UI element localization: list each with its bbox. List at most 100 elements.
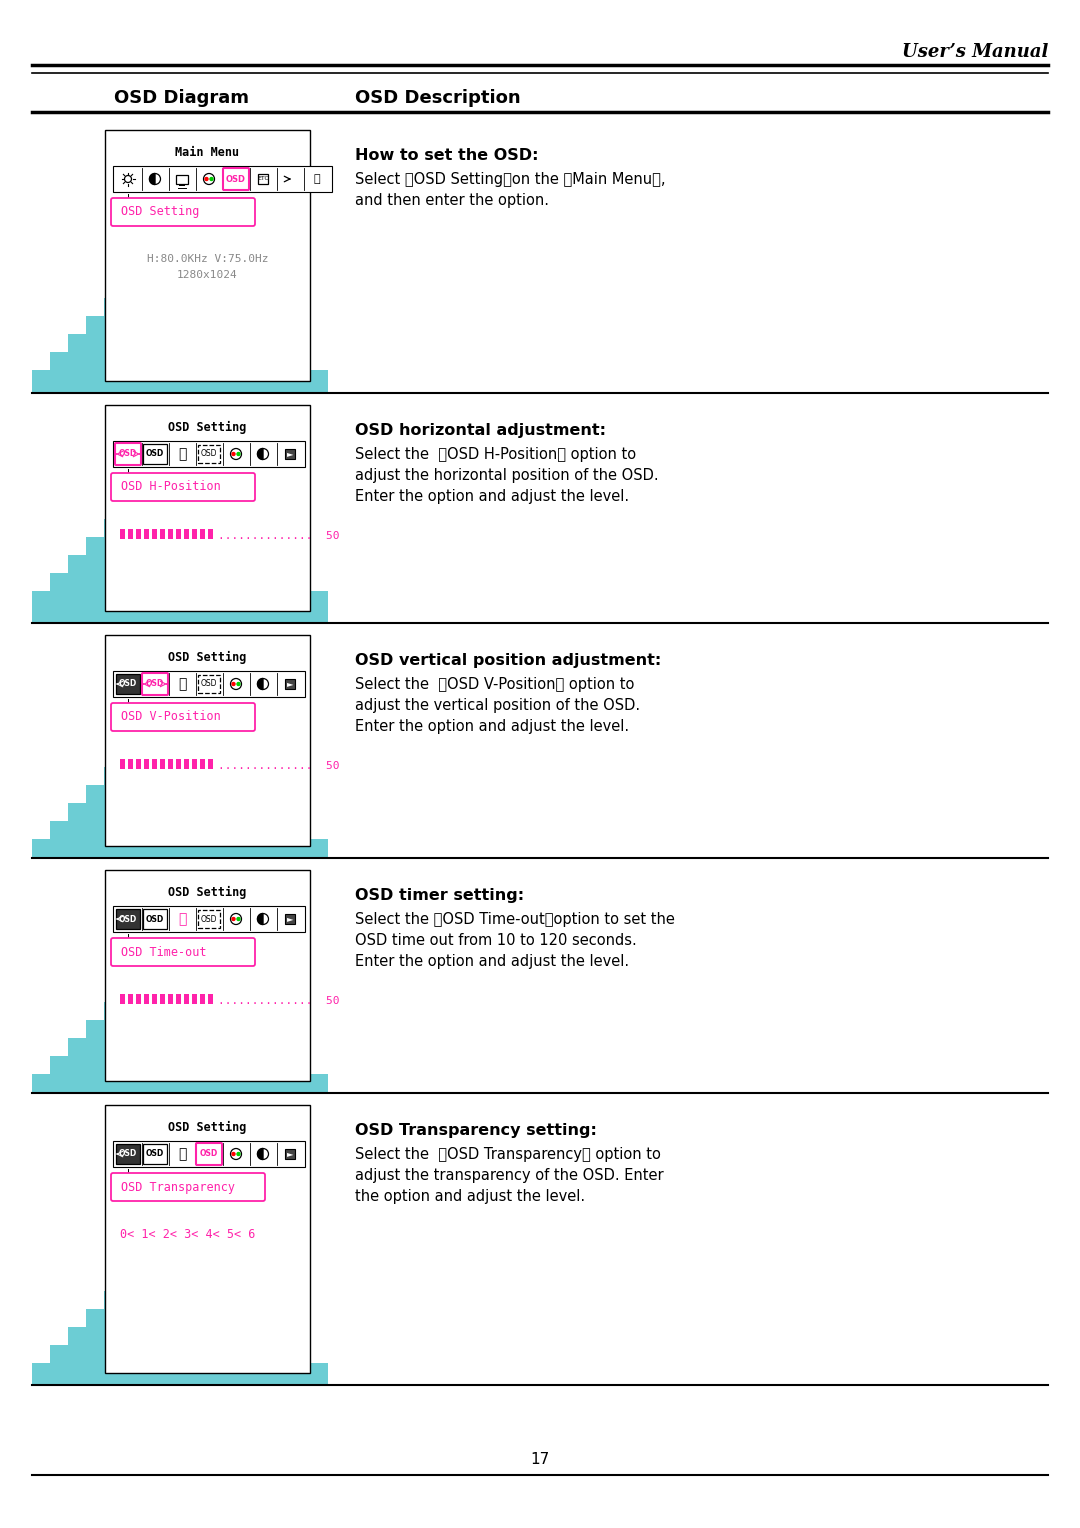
FancyBboxPatch shape [111,938,255,966]
Text: Main Menu: Main Menu [175,145,240,159]
Bar [32,623,248,642]
Bar [32,136,266,154]
Bar [32,659,212,677]
Bar [220,261,328,280]
Bar [192,995,197,1004]
Bar [292,1326,328,1345]
Bar [32,448,176,465]
Bar [160,529,165,539]
Text: Select 「OSD Setting」on the 「Main Menu」,: Select 「OSD Setting」on the 「Main Menu」, [355,173,665,186]
Bar [152,529,157,539]
Bar [200,995,205,1004]
Bar [184,995,189,1004]
Bar [94,1129,328,1148]
Bar [292,804,328,821]
Bar [32,767,104,785]
Bar [130,1164,328,1183]
Bar [202,947,328,966]
Bar [32,1183,212,1201]
Circle shape [232,917,235,920]
Bar [220,966,328,984]
Bar [32,1129,266,1148]
Bar [32,623,328,859]
Bar [143,1144,167,1164]
Bar [113,167,332,193]
Bar [32,1201,194,1219]
Text: ..............  50: .............. 50 [218,996,339,1005]
Circle shape [232,683,235,686]
Text: adjust the horizontal position of the OSD.: adjust the horizontal position of the OS… [355,468,659,483]
Bar [238,280,328,298]
FancyBboxPatch shape [114,443,141,465]
Text: OSD vertical position adjustment:: OSD vertical position adjustment: [355,652,661,668]
Text: and then enter the option.: and then enter the option. [355,193,549,208]
Bar [32,785,86,804]
Bar [285,1149,295,1160]
Circle shape [237,683,240,686]
Text: ►: ► [287,449,294,458]
Bar [32,351,50,370]
Bar [32,749,122,767]
Text: OSD Description: OSD Description [355,89,521,107]
Bar [256,520,328,536]
Bar [179,183,185,185]
Bar [130,393,328,411]
Bar [168,995,173,1004]
Bar [32,1148,248,1164]
Bar [32,555,68,573]
Bar [32,1002,104,1021]
Bar [144,759,149,769]
Bar [130,876,328,894]
Bar [285,678,295,689]
Bar [202,1238,328,1254]
Bar [208,529,213,539]
Text: OSD timer setting:: OSD timer setting: [355,888,524,903]
FancyBboxPatch shape [141,672,168,695]
Bar [116,674,140,694]
Bar [148,189,328,208]
Bar [32,730,140,749]
Bar [198,445,220,463]
Text: ..............  50: .............. 50 [218,761,339,772]
Text: OSD: OSD [226,174,246,183]
Bar [292,555,328,573]
Text: OSD V-Position: OSD V-Position [121,711,220,723]
Text: OSD: OSD [201,449,217,458]
Text: Enter the option and adjust the level.: Enter the option and adjust the level. [355,489,630,504]
Bar [112,1148,328,1164]
Text: ⧗: ⧗ [178,912,186,926]
Bar [256,298,328,316]
Bar [285,914,295,924]
Bar [143,445,167,465]
Bar [32,894,212,912]
Text: OSD: OSD [146,914,164,923]
Bar [256,767,328,785]
Bar [144,529,149,539]
Text: OSD: OSD [119,680,137,689]
Bar [192,759,197,769]
Bar [113,1141,305,1167]
Bar [198,911,220,927]
Bar [112,154,328,173]
Bar [32,393,328,623]
Bar [32,714,158,730]
Bar [184,226,328,244]
Bar [113,906,305,932]
Bar [120,529,125,539]
Circle shape [237,452,240,455]
Text: the option and adjust the level.: the option and adjust the level. [355,1189,585,1204]
Bar [32,876,230,894]
Bar [208,995,213,1004]
Text: How to set the OSD:: How to set the OSD: [355,148,539,163]
Text: OSD: OSD [146,680,164,689]
Bar [202,465,328,483]
Bar [113,442,305,468]
Text: Select the  「OSD V-Position」 option to: Select the 「OSD V-Position」 option to [355,677,634,692]
FancyBboxPatch shape [195,1143,222,1164]
Wedge shape [257,914,264,924]
Bar [32,1273,122,1291]
Bar [152,995,157,1004]
Bar [168,529,173,539]
Text: ⧗: ⧗ [178,677,186,691]
Bar [220,483,328,501]
